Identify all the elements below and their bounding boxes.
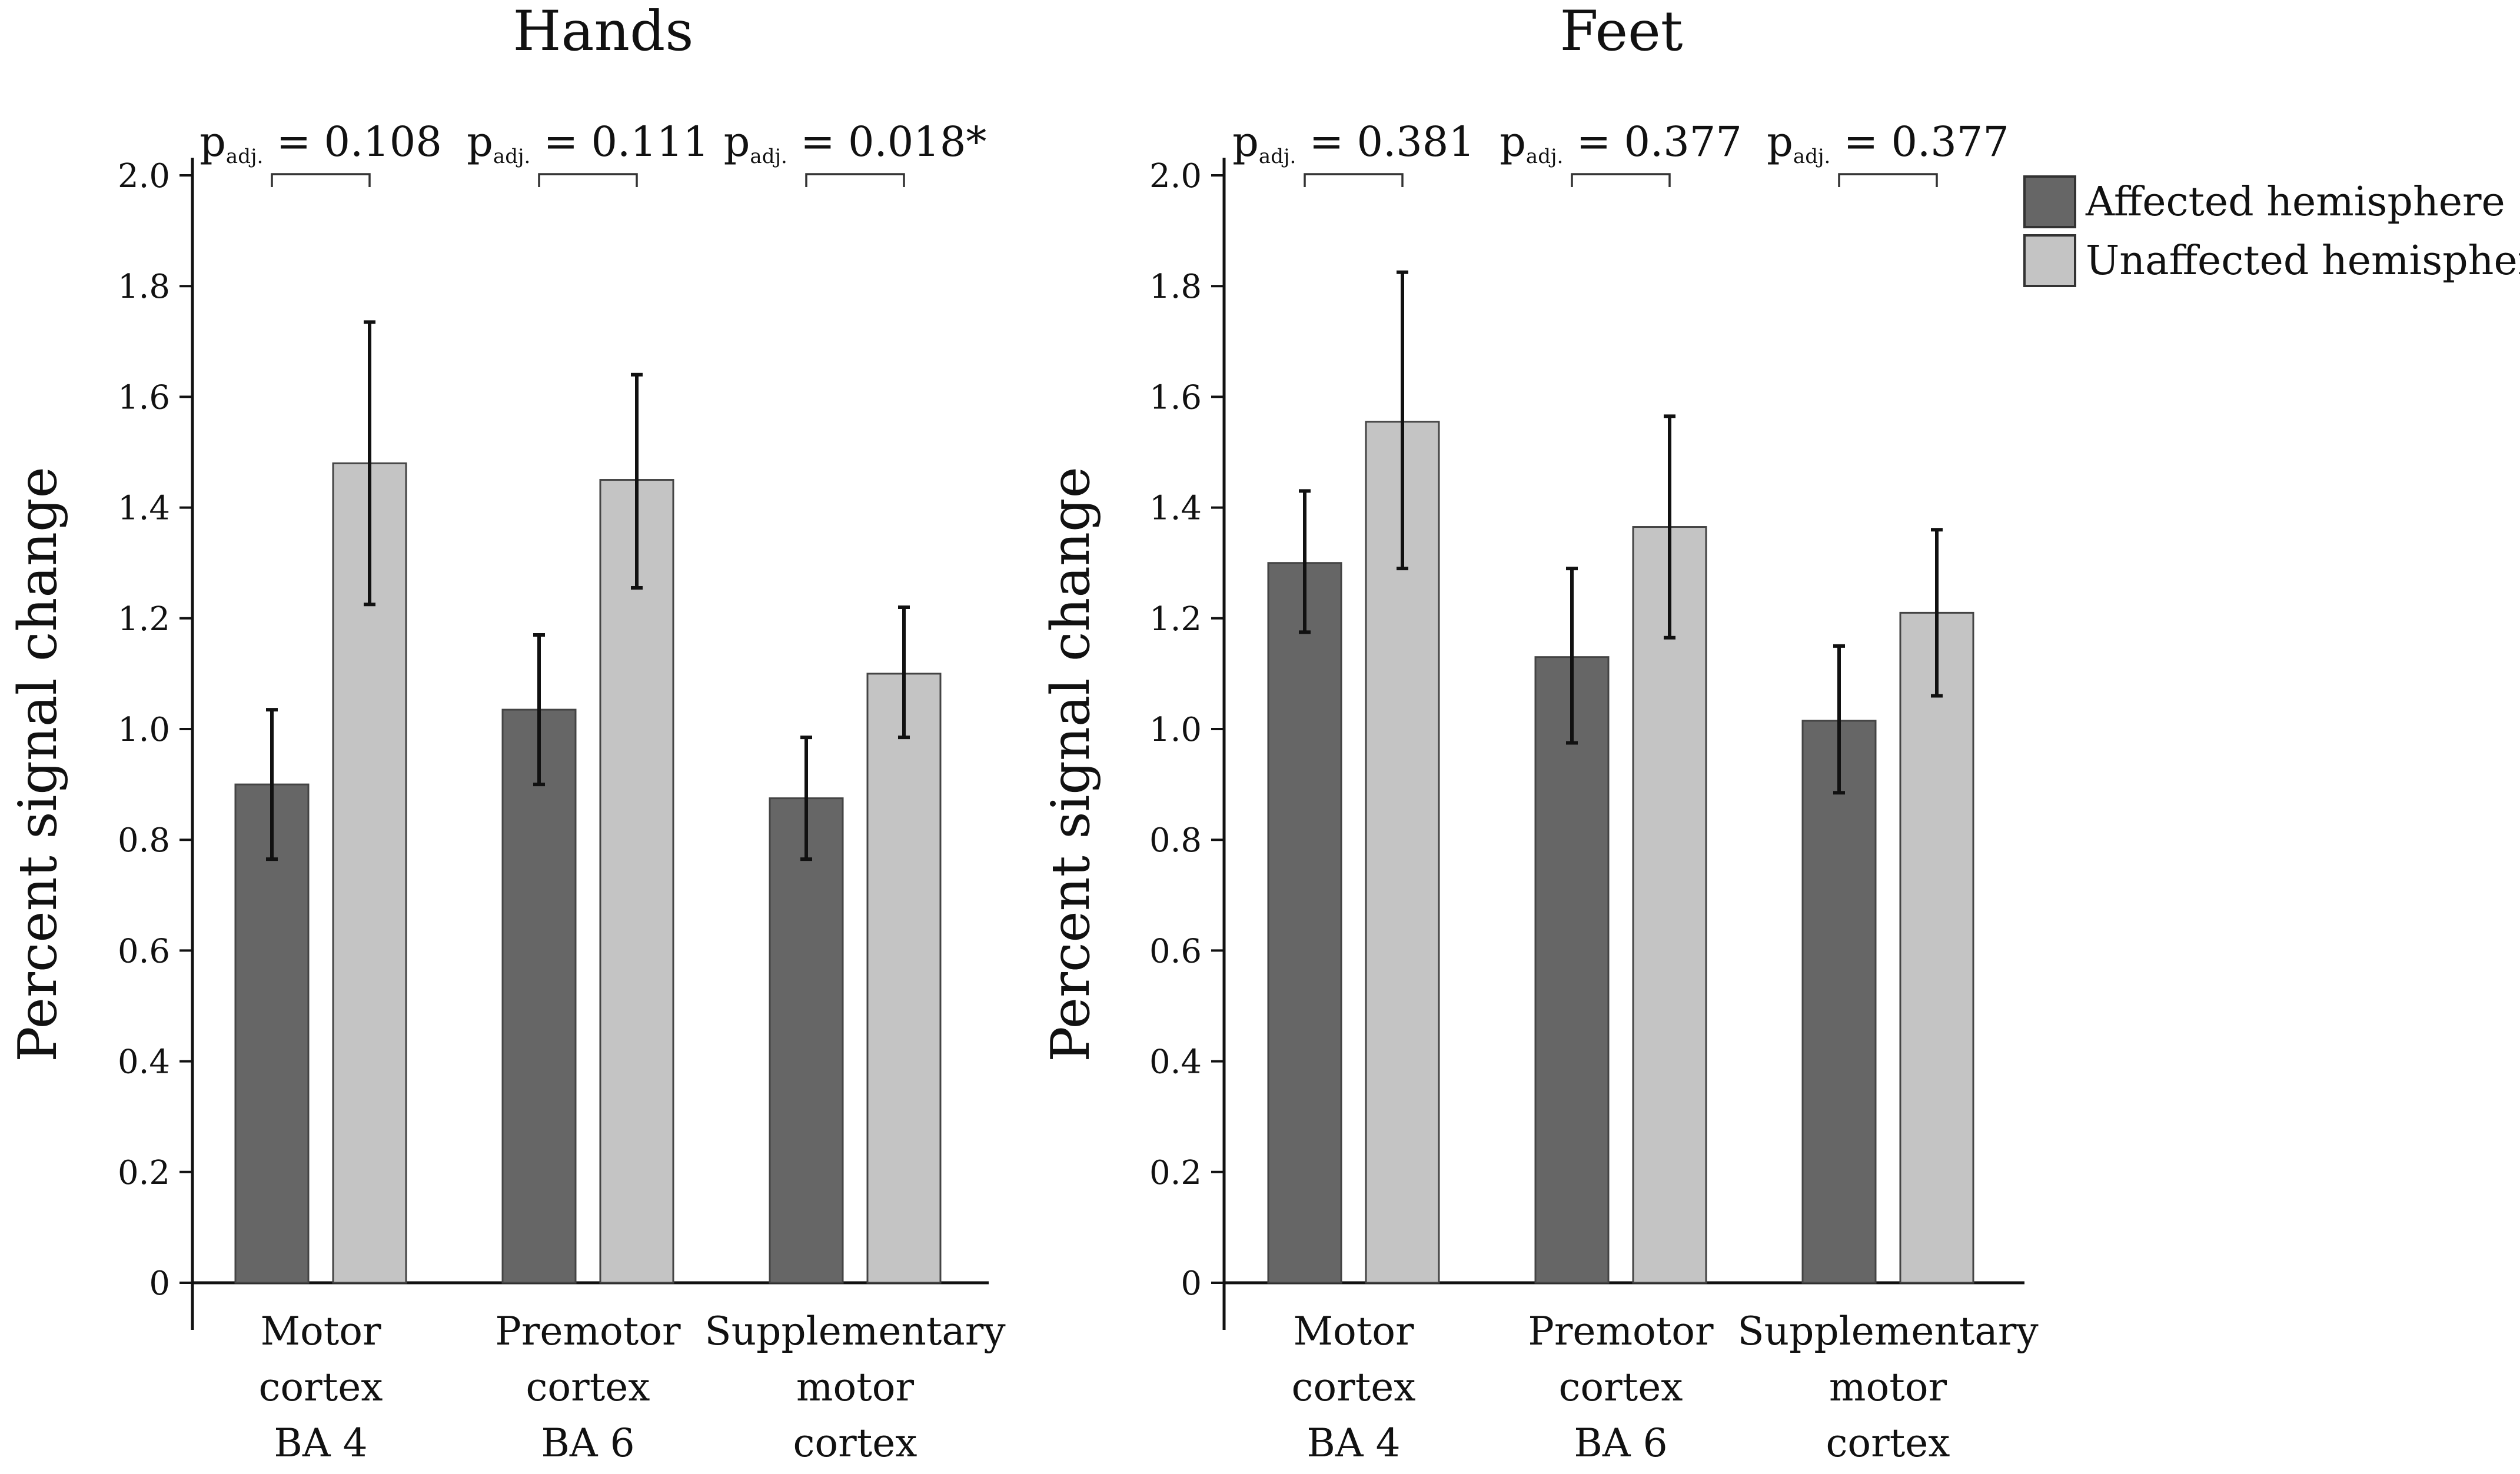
p-value-annotation: padj. = 0.108 (200, 118, 442, 168)
bar-unaffected (1632, 526, 1707, 1284)
y-tick-label: 0.2 (1149, 1154, 1202, 1192)
bar-unaffected (1899, 611, 1974, 1284)
significance-bracket (271, 173, 371, 187)
y-tick-label: 1.8 (118, 268, 170, 306)
y-tick-label: 1.0 (1149, 711, 1202, 749)
legend: Affected hemisphere Unaffected hemisphere (2023, 175, 2520, 287)
p-value-annotation: padj. = 0.018* (724, 118, 987, 168)
x-tick-label: cortex (258, 1365, 383, 1410)
y-tick-label: 1.6 (1149, 378, 1202, 417)
x-tick-label: cortex (526, 1365, 650, 1410)
p-value-annotation: padj. = 0.381 (1232, 118, 1475, 168)
significance-bracket (1304, 173, 1404, 187)
y-tick-label: 0 (149, 1265, 170, 1303)
y-tick-label: 0.8 (1149, 821, 1202, 860)
p-value-annotation: padj. = 0.377 (1500, 118, 1742, 168)
y-tick-label: 0.4 (118, 1043, 170, 1082)
legend-swatch-affected (2023, 175, 2076, 228)
y-tick-label: 0.4 (1149, 1043, 1202, 1082)
x-tick-label: motor (796, 1365, 915, 1410)
x-tick-label: Motor (1293, 1309, 1414, 1354)
y-tick-label: 0.6 (118, 932, 170, 970)
y-tick-label: 0.2 (118, 1154, 170, 1192)
legend-label-affected: Affected hemisphere (2085, 179, 2505, 225)
x-tick-label: cortex (1826, 1420, 1950, 1466)
x-tick-label: BA 4 (1306, 1420, 1400, 1466)
chart-panel-feet: Feet Percent signal change 0 0.2 0.4 0.6 0.8 1.… (1040, 0, 2039, 1466)
y-tick-label: 2.0 (1149, 157, 1202, 195)
significance-bracket (1838, 173, 1938, 187)
legend-swatch-unaffected (2023, 234, 2076, 287)
x-tick-label: cortex (793, 1420, 917, 1466)
y-tick-label: 1.2 (118, 600, 170, 638)
p-value-annotation: padj. = 0.111 (467, 118, 709, 168)
x-tick-label: BA 6 (541, 1420, 634, 1466)
bar-unaffected (866, 673, 942, 1284)
chart-title: Hands (513, 0, 694, 64)
bar-affected (769, 797, 844, 1284)
y-tick-label: 0.6 (1149, 932, 1202, 970)
y-tick-label: 2.0 (118, 157, 170, 195)
significance-bracket (1571, 173, 1671, 187)
bar-affected (234, 783, 310, 1284)
y-tick-label: 1.2 (1149, 600, 1202, 638)
x-tick-label: motor (1829, 1365, 1947, 1410)
p-value-annotation: padj. = 0.377 (1767, 118, 2009, 168)
bar-affected (1534, 656, 1610, 1284)
y-tick-label: 1.0 (118, 711, 170, 749)
significance-bracket (805, 173, 905, 187)
bar-affected (1801, 720, 1877, 1284)
legend-label-unaffected: Unaffected hemisphere (2086, 238, 2520, 284)
bar-affected (501, 708, 577, 1284)
y-axis-label: Percent signal change (1040, 467, 1102, 1062)
y-tick-label: 1.8 (1149, 268, 1202, 306)
x-tick-label: Premotor (495, 1309, 681, 1354)
x-tick-label: Premotor (1528, 1309, 1714, 1354)
bar-affected (1267, 562, 1342, 1284)
bar-unaffected (599, 479, 674, 1284)
x-tick-label: Supplementary (704, 1309, 1006, 1354)
y-tick-label: 0.8 (118, 821, 170, 860)
x-tick-label: Supplementary (1737, 1309, 2039, 1354)
significance-bracket (538, 173, 638, 187)
x-tick-label: BA 4 (274, 1420, 367, 1466)
y-axis-label: Percent signal change (7, 467, 69, 1062)
chart-title: Feet (1560, 0, 1683, 64)
chart-panel-hands: Hands Percent signal change 0 0.2 0.4 0.6 0.8 1… (7, 0, 1006, 1466)
x-tick-label: BA 6 (1574, 1420, 1667, 1466)
y-tick-label: 0 (1181, 1265, 1202, 1303)
x-tick-label: Motor (260, 1309, 381, 1354)
x-tick-label: cortex (1558, 1365, 1683, 1410)
y-tick-label: 1.4 (1149, 490, 1202, 528)
y-tick-label: 1.4 (118, 490, 170, 528)
y-tick-label: 1.6 (118, 378, 170, 417)
x-tick-label: cortex (1291, 1365, 1415, 1410)
